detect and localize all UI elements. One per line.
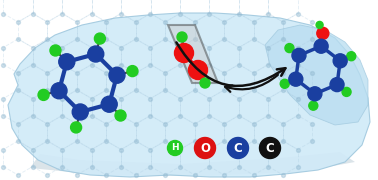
Circle shape: [94, 33, 105, 44]
Circle shape: [280, 79, 289, 88]
FancyArrowPatch shape: [177, 42, 285, 86]
Circle shape: [260, 138, 280, 159]
Polygon shape: [168, 25, 218, 83]
Text: C: C: [266, 141, 274, 154]
Polygon shape: [265, 25, 368, 125]
Circle shape: [115, 110, 126, 121]
Circle shape: [347, 52, 356, 61]
Circle shape: [330, 78, 344, 92]
Circle shape: [316, 21, 323, 28]
Circle shape: [333, 54, 347, 68]
Circle shape: [289, 72, 303, 86]
Circle shape: [314, 39, 328, 53]
Circle shape: [308, 87, 322, 101]
Polygon shape: [30, 152, 355, 176]
Circle shape: [71, 122, 82, 133]
Circle shape: [195, 138, 215, 159]
Circle shape: [292, 48, 306, 62]
Text: C: C: [234, 141, 242, 154]
Text: H: H: [171, 143, 179, 152]
Circle shape: [177, 32, 187, 42]
Circle shape: [101, 96, 117, 112]
Circle shape: [51, 83, 67, 99]
Circle shape: [127, 66, 138, 77]
Circle shape: [50, 45, 61, 56]
Text: O: O: [200, 141, 210, 154]
Circle shape: [167, 141, 183, 156]
Circle shape: [342, 87, 351, 96]
Circle shape: [200, 78, 210, 88]
Circle shape: [317, 27, 329, 39]
Circle shape: [88, 46, 104, 62]
Circle shape: [228, 138, 248, 159]
Circle shape: [309, 101, 318, 110]
Circle shape: [175, 44, 194, 62]
Circle shape: [109, 67, 125, 83]
Circle shape: [189, 60, 208, 80]
FancyArrowPatch shape: [225, 75, 278, 92]
Circle shape: [38, 89, 49, 100]
Circle shape: [285, 44, 294, 53]
Circle shape: [72, 104, 88, 120]
Polygon shape: [8, 13, 370, 177]
Circle shape: [59, 54, 75, 70]
